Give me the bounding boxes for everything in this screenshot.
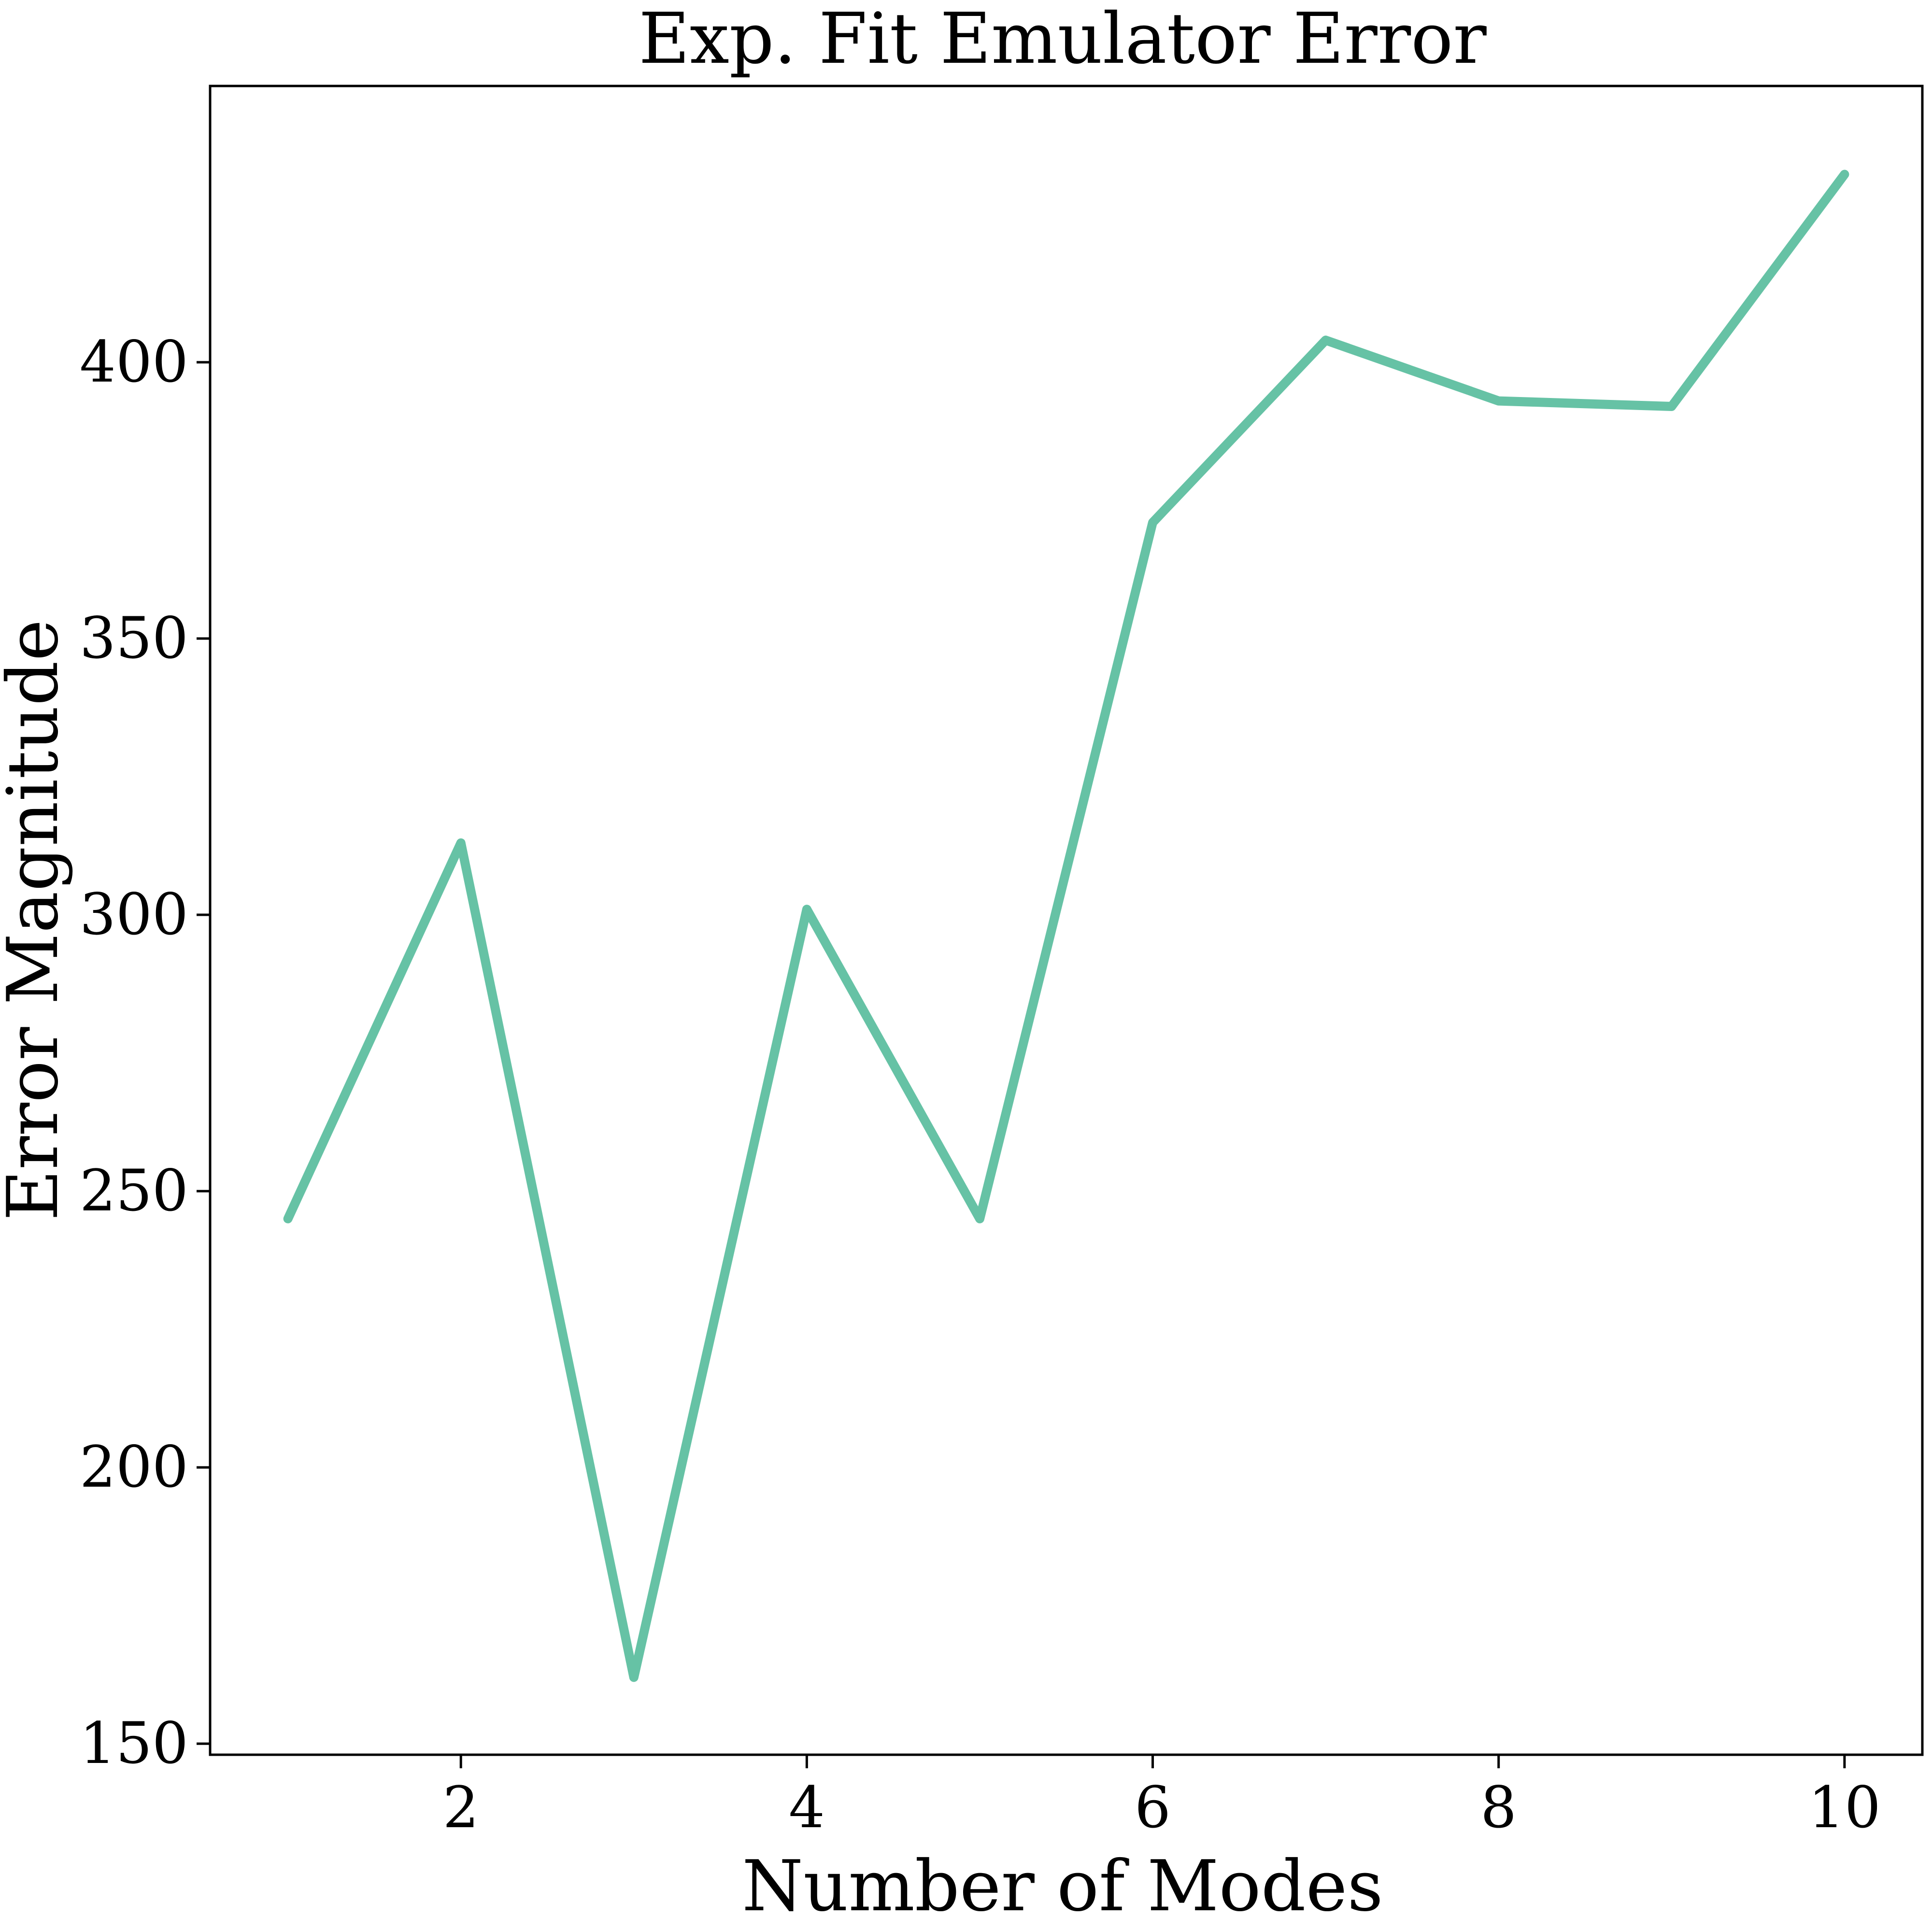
y-axis-label: Error Magnitude (0, 620, 74, 1221)
chart-title: Exp. Fit Emulator Error (639, 0, 1487, 80)
x-tick-label: 4 (789, 1774, 825, 1841)
series-layer (283, 170, 1849, 1682)
x-axis: 2 4 6 8 10 (443, 1755, 1881, 1841)
x-tick-label: 8 (1480, 1774, 1517, 1841)
y-tick-label: 150 (80, 1710, 188, 1776)
y-tick-label: 350 (80, 605, 188, 671)
series-line-0 (283, 170, 1849, 1682)
y-tick-label: 400 (80, 328, 188, 395)
y-axis: 150 200 250 300 350 400 (80, 328, 210, 1776)
x-tick-label: 6 (1135, 1774, 1171, 1841)
x-tick-label: 2 (443, 1774, 479, 1841)
y-tick-label: 250 (80, 1157, 188, 1224)
y-tick-label: 300 (80, 881, 188, 948)
plot-frame (209, 85, 1924, 1756)
x-tick-label: 10 (1808, 1774, 1881, 1841)
y-tick-label: 200 (80, 1434, 188, 1500)
x-axis-label: Number of Modes (742, 1846, 1383, 1927)
